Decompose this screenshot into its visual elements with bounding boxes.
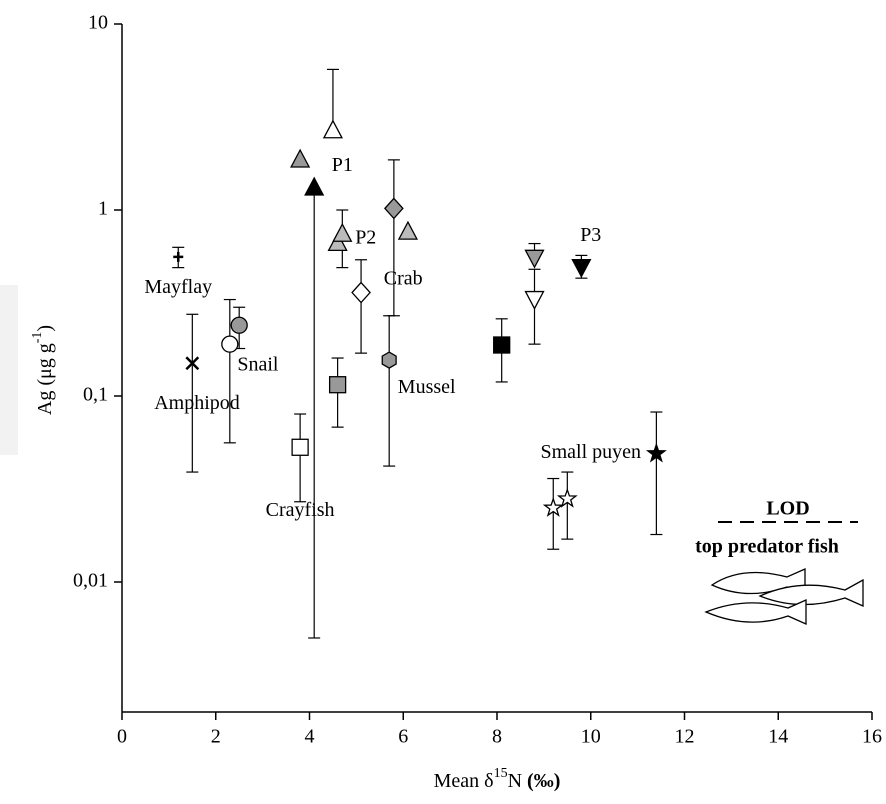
x-label-sup: 15 (494, 766, 508, 781)
point (645, 442, 667, 463)
point (221, 335, 239, 353)
x-label-part: N (508, 770, 527, 792)
point (524, 249, 545, 269)
annotation: P2 (355, 226, 376, 248)
annotation: Snail (237, 354, 279, 376)
point (556, 487, 578, 508)
x-tick-label: 8 (492, 726, 502, 748)
x-axis-label: Mean δ15N (‰) (434, 766, 561, 791)
point (173, 251, 184, 262)
x-tick-label: 16 (862, 726, 882, 748)
x-tick-label: 6 (398, 726, 408, 748)
x-tick-label: 2 (211, 726, 221, 748)
y-tick-label: 0,1 (83, 384, 108, 406)
point (571, 258, 592, 279)
y-tick-label: 0,01 (73, 570, 108, 592)
annotation: P1 (332, 154, 353, 176)
annotation: Mussel (398, 376, 456, 398)
point (322, 119, 344, 139)
error-bar (294, 447, 307, 503)
x-tick-label: 0 (117, 726, 127, 748)
error-bar (387, 208, 400, 317)
annotation: Crayfish (266, 499, 335, 521)
y-label-part: ) (34, 325, 56, 332)
point (351, 281, 371, 304)
point (381, 351, 397, 369)
error-bar (383, 360, 396, 467)
annotation: Crab (384, 268, 423, 290)
fish-icon (704, 567, 864, 626)
y-label-part: Ag (μg g (34, 343, 56, 415)
annotation: Small puyen (540, 441, 641, 463)
point (304, 176, 325, 196)
y-tick-label: 10 (88, 12, 108, 34)
x-tick-label: 14 (768, 726, 788, 748)
side-shade (0, 285, 18, 455)
error-bar (223, 344, 236, 444)
point (328, 376, 347, 394)
point (291, 438, 309, 456)
x-tick-label: 10 (581, 726, 601, 748)
x-label-part: Mean δ (434, 770, 494, 792)
x-tick-label: 4 (305, 726, 315, 748)
y-label-sup: -1 (30, 332, 45, 344)
point (397, 220, 419, 240)
x-label-unit: (‰) (527, 770, 560, 792)
error-bar (308, 186, 321, 639)
y-axis-label: Ag (μg g-1) (30, 325, 55, 415)
error-bar (186, 363, 199, 473)
point (185, 356, 200, 371)
error-bar (547, 507, 560, 550)
x-tick-label: 12 (675, 726, 695, 748)
point (524, 290, 545, 310)
point (384, 197, 404, 220)
point (230, 316, 248, 334)
fish-label: top predator fish (695, 536, 839, 558)
point (493, 336, 511, 354)
lod-label: LOD (766, 498, 809, 520)
error-bar (186, 313, 199, 364)
y-tick-label: 1 (98, 198, 108, 220)
annotation: P3 (580, 224, 601, 246)
point (332, 222, 353, 242)
annotation: Mayflay (144, 276, 212, 298)
annotation: Amphipod (154, 392, 240, 414)
point (542, 496, 564, 517)
error-bar (561, 498, 574, 540)
error-bar (650, 453, 663, 536)
point (290, 148, 311, 168)
